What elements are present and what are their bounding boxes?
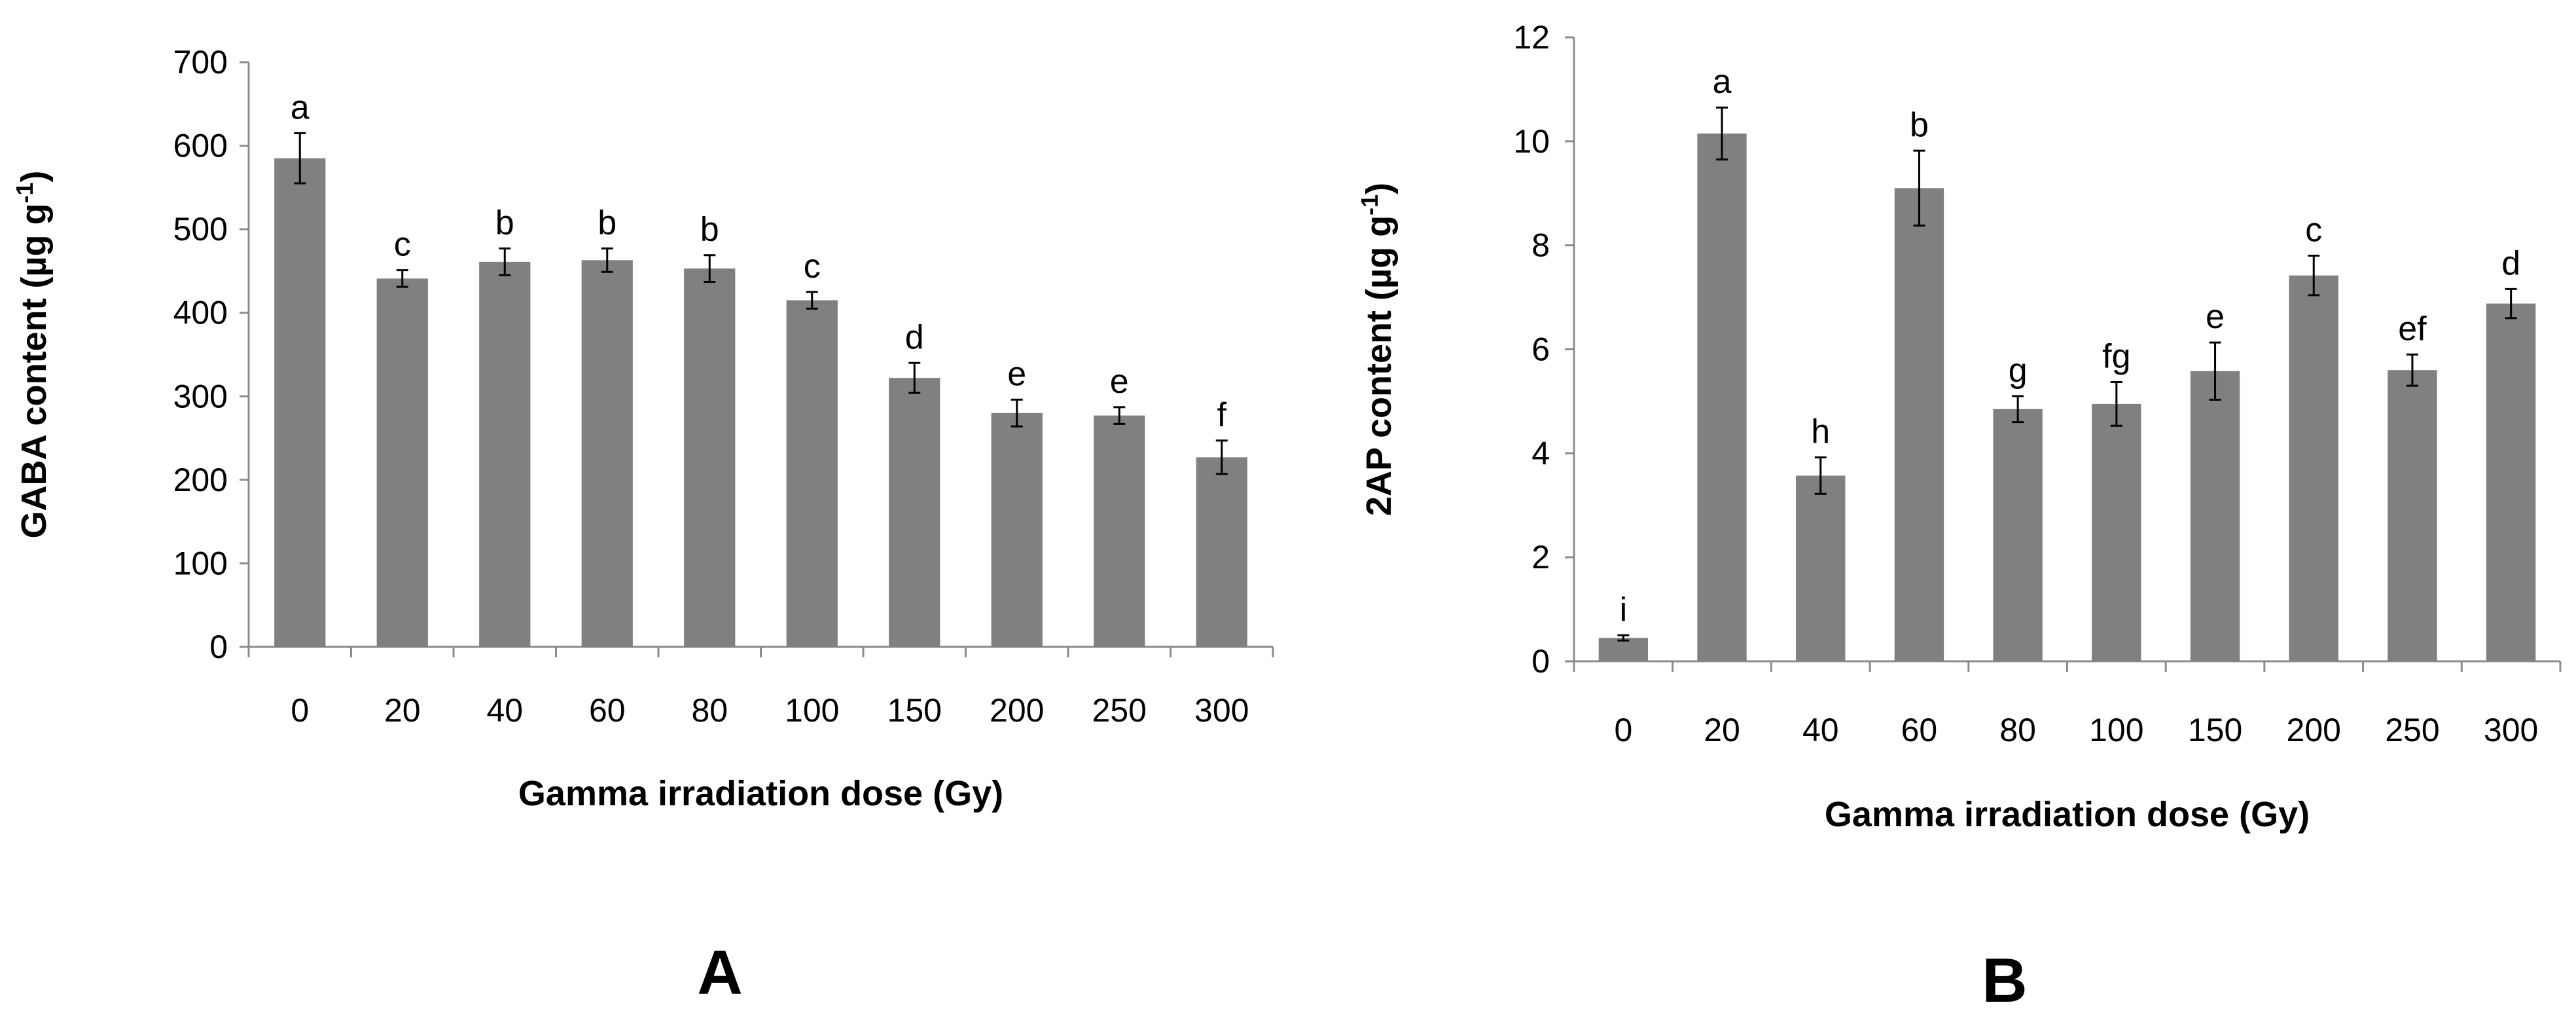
significance-label: b	[598, 204, 617, 242]
bar	[889, 378, 940, 647]
x-axis-title: Gamma irradiation dose (Gy)	[518, 774, 1003, 813]
y-tick-label: 400	[173, 295, 228, 331]
bar	[1598, 638, 1649, 661]
bar	[376, 278, 428, 647]
bar	[2388, 370, 2437, 661]
x-category-label: 0	[291, 692, 309, 729]
x-category-label: 100	[785, 692, 839, 729]
x-category-label: 40	[486, 692, 523, 729]
significance-label: h	[1811, 413, 1830, 451]
bar	[1094, 415, 1145, 647]
bar	[2486, 303, 2536, 661]
significance-label: b	[700, 211, 719, 249]
x-category-label: 150	[2188, 712, 2242, 748]
x-category-label: 80	[691, 692, 728, 729]
y-tick-label: 6	[1531, 331, 1550, 368]
y-axis-title: GABA content (µg g-1)	[11, 170, 54, 538]
y-tick-label: 2	[1531, 539, 1550, 576]
bar	[1796, 475, 1846, 661]
y-axis-title-end: )	[1359, 183, 1399, 194]
y-axis-title-main: 2AP content (µg g	[1359, 215, 1399, 516]
bar	[1993, 409, 2043, 661]
chart-panel-a: 0 100 200 300 400 500 600 700 a 0 c 20 b 40 b 60 b 80 c 100…	[11, 44, 1274, 1008]
y-tick-label: 10	[1513, 123, 1550, 160]
bar	[274, 158, 326, 647]
x-category-label: 200	[2287, 712, 2341, 748]
x-category-label: 60	[589, 692, 626, 729]
significance-label: b	[1910, 106, 1929, 144]
y-tick-label: 100	[173, 545, 228, 581]
panel-label: B	[1982, 945, 2027, 1015]
y-tick-label: 200	[173, 462, 228, 498]
y-axis-title-sup: -1	[1356, 194, 1383, 215]
x-category-label: 150	[887, 692, 942, 729]
y-tick-label: 700	[173, 44, 228, 81]
y-tick-label: 300	[173, 378, 228, 414]
x-category-label: 300	[2484, 712, 2538, 748]
bar	[684, 268, 736, 647]
bar	[991, 412, 1043, 647]
significance-label: b	[495, 204, 514, 242]
y-axis-title-main: GABA content (µg g	[14, 203, 54, 538]
x-category-label: 40	[1802, 712, 1839, 748]
significance-label: g	[2009, 352, 2028, 390]
significance-label: c	[804, 247, 821, 285]
y-tick-label: 500	[173, 211, 228, 247]
bar	[1196, 457, 1247, 647]
significance-label: c	[2305, 211, 2322, 249]
significance-label: ef	[2398, 310, 2427, 348]
y-axis-title: 2AP content (µg g-1)	[1356, 183, 1399, 516]
y-axis-title-end: )	[14, 170, 54, 182]
y-tick-label: 4	[1531, 435, 1550, 471]
significance-label: i	[1620, 591, 1628, 629]
bar	[2289, 275, 2338, 661]
significance-label: d	[2501, 244, 2520, 282]
y-tick-label: 600	[173, 128, 228, 164]
x-category-label: 250	[2385, 712, 2439, 748]
x-category-label: 0	[1614, 712, 1632, 748]
x-category-label: 80	[1999, 712, 2036, 748]
x-category-label: 200	[990, 692, 1044, 729]
x-category-label: 300	[1194, 692, 1249, 729]
bar	[1697, 133, 1747, 661]
significance-label: e	[1110, 363, 1129, 401]
x-category-label: 20	[384, 692, 421, 729]
bar	[581, 260, 633, 647]
chart-panel-b: 0 2 4 6 8 10 12 i 0 a 20 h 40 b 60 g 80 fg 100 e 150 c 200 ef 25…	[1356, 19, 2562, 1015]
y-tick-label: 0	[209, 629, 228, 665]
significance-label: e	[1007, 355, 1026, 393]
x-category-label: 20	[1704, 712, 1740, 748]
y-tick-label: 12	[1513, 19, 1550, 56]
significance-label: c	[394, 226, 411, 264]
x-category-label: 250	[1092, 692, 1147, 729]
bar	[479, 261, 531, 647]
bar	[786, 300, 838, 647]
y-tick-label: 0	[1531, 643, 1550, 680]
bar	[2190, 371, 2240, 661]
significance-label: fg	[2102, 338, 2130, 376]
significance-label: d	[905, 318, 924, 356]
significance-label: a	[291, 88, 310, 126]
bar	[2092, 403, 2141, 661]
y-axis-title-sup: -1	[11, 182, 38, 203]
significance-label: a	[1713, 63, 1732, 101]
panel-label: A	[697, 938, 742, 1008]
significance-label: f	[1217, 396, 1227, 434]
bar	[1894, 188, 1944, 661]
significance-label: e	[2206, 298, 2225, 336]
x-category-label: 100	[2089, 712, 2143, 748]
x-category-label: 60	[1901, 712, 1938, 748]
x-axis-title: Gamma irradiation dose (Gy)	[1825, 795, 2310, 834]
y-tick-label: 8	[1531, 227, 1550, 264]
